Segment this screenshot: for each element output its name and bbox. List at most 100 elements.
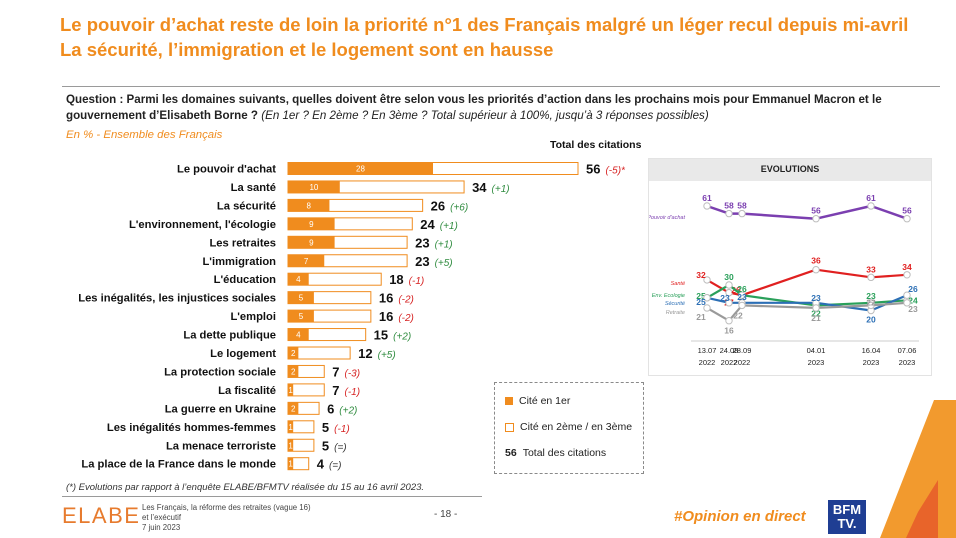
bar-first-label: 2 [291,367,296,376]
series-line [706,301,908,322]
bar-first [288,383,294,396]
evolution-label: (-1) [334,424,350,435]
evolution-label: (-2) [398,295,414,306]
series-line [706,268,908,297]
legend-swatch-second [505,422,514,432]
series-point [867,301,875,310]
bar-first-label: 5 [299,312,304,321]
page-number: - 18 - [434,509,458,520]
series-point [725,288,733,297]
evolution-label: (+1) [435,239,453,250]
evolution-label: (+6) [450,202,468,213]
bar-first [288,420,294,433]
category-label: La guerre en Ukraine [165,403,276,415]
total-value-label: 23 (+1) [415,235,453,250]
category-label: Le logement [210,348,276,360]
title-line-1: Le pouvoir d’achat reste de loin la prio… [60,14,909,35]
series-name: Retraite [666,310,685,316]
series-point [725,317,733,325]
total-value-label: 18 (-1) [389,272,424,287]
footer-line-2: et l’exécutif [142,513,182,522]
x-tick-year-label: 2022 [734,358,751,367]
category-label: La dette publique [183,330,276,342]
total-value-label: 56 (-5)* [586,162,626,177]
evolution-label: (-3) [344,368,360,379]
series-point [738,291,746,299]
point-label: 58 [724,201,734,211]
total-value-label: 26 (+6) [431,198,469,213]
x-tick-label: 13.07 [698,346,717,355]
category-label: La place de la France dans le monde [81,459,276,471]
bar-first-label: 9 [309,238,314,247]
point-label: 22 [866,297,876,307]
evolution-label: (=) [329,461,342,472]
bar-first-label: 2 [291,349,296,358]
series-point [903,299,911,307]
total-value: 6 [327,401,334,416]
category-label: La santé [231,182,276,194]
bar-first [288,217,335,230]
legend-item-second: Cité en 2ème / en 3ème [505,421,632,433]
bar-chart: Le pouvoir d'achat 28 56 (-5)*La santé 10 34(… [78,162,626,472]
category-label: L'immigration [202,256,276,268]
point-label: 26 [737,284,747,294]
point-label: 22 [733,310,743,320]
total-value: 7 [332,364,339,379]
total-value: 23 [415,254,429,269]
bfmtv-logo: BFM TV. [828,500,866,534]
bar-first-label: 28 [356,165,365,174]
x-tick-label: 16.04 [862,346,881,355]
evolution-label: (+5) [378,350,396,361]
series-point [703,202,711,210]
bar-first [288,365,299,378]
total-value: 56 [586,162,600,177]
evolution-label: (-1) [409,276,425,287]
question-text: Question : Parmi les domaines suivants, … [66,92,906,124]
total-value-label: 34 (+1) [472,180,510,195]
point-label: 23 [811,293,821,303]
legend-total-label: Total des citations [522,447,607,459]
bar-first [288,439,294,452]
evolutions-panel: EVOLUTIONS 61585856615632272636333425302… [648,158,932,376]
total-value: 16 [379,291,393,306]
bar-first [288,328,309,341]
point-label: 56 [902,206,912,216]
bar-first [288,347,299,359]
point-label: 34 [902,262,912,272]
series-point [867,273,875,282]
point-label: 22 [811,308,821,318]
evolutions-line-chart: 6158585661563227263633342530262223242523… [649,193,919,367]
category-label: Le pouvoir d'achat [177,164,276,176]
footer-line-3: 7 juin 2023 [142,523,181,532]
point-label: 56 [811,206,821,216]
series-name: Santé [671,281,685,287]
point-label: 23 [908,304,918,314]
point-label: 23 [866,291,876,301]
category-label: La menace terroriste [166,440,276,452]
series-point [812,304,820,312]
bar-total [287,383,325,397]
evolution-label: (+2) [393,332,411,343]
total-value-label: 15 (+2) [374,328,412,343]
bar-first [288,402,299,415]
footnote: (*) Evolutions par rapport à l’enquête E… [66,482,425,493]
point-label: 16 [724,326,734,336]
total-value: 24 [420,217,435,232]
evolutions-title: EVOLUTIONS [760,164,820,174]
x-tick-label: 24.08 [720,346,739,355]
category-label: L'emploi [230,311,276,323]
evolution-label: (=) [334,442,347,453]
bar-first [288,273,309,286]
point-label: 23 [737,292,747,302]
question-label: Question : Parmi les domaines suivants, … [66,93,882,122]
total-value: 5 [322,438,329,453]
total-value: 5 [322,420,329,435]
bar-first-label: 7 [304,257,309,266]
legend-swatch-first [505,397,513,405]
point-label: 32 [696,270,706,280]
series-point [703,294,711,302]
subtitle: En % - Ensemble des Français [66,129,223,141]
series-point [725,281,733,289]
series-point [867,202,875,210]
evolution-label: (-1) [344,387,360,398]
